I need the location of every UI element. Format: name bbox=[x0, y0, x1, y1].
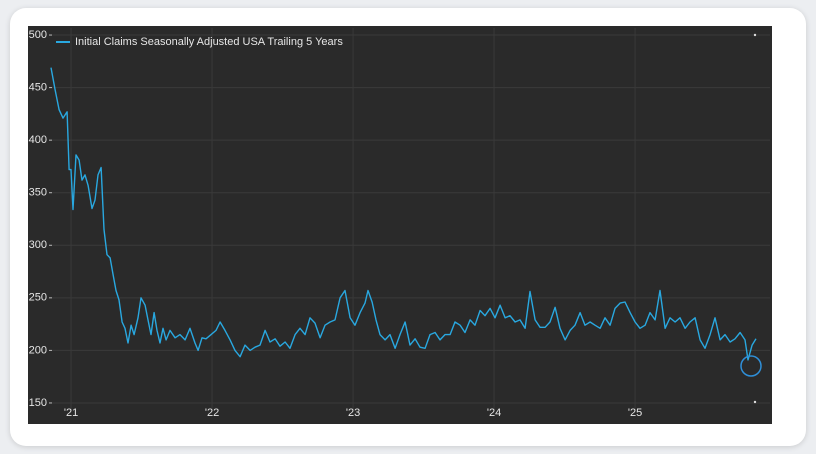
x-tick-label: '25 bbox=[628, 407, 642, 419]
x-tick-label: '23 bbox=[346, 407, 360, 419]
highlight-circle bbox=[740, 355, 762, 377]
y-tick-label: 300 bbox=[29, 239, 47, 251]
legend-label: Initial Claims Seasonally Adjusted USA T… bbox=[75, 36, 343, 48]
line bbox=[50, 67, 757, 361]
y-tick-label: 450 bbox=[29, 82, 47, 94]
y-tick-label: 250 bbox=[29, 292, 47, 304]
x-tick-label: '24 bbox=[487, 407, 501, 419]
corner-dot bbox=[753, 400, 757, 404]
y-tick-label: 150 bbox=[29, 397, 47, 409]
y-tick-label: 500 bbox=[29, 29, 47, 41]
y-tick-label: 400 bbox=[29, 134, 47, 146]
x-tick-label: '21 bbox=[64, 407, 78, 419]
corner-dot bbox=[753, 33, 757, 37]
y-tick-label: 200 bbox=[29, 344, 47, 356]
x-tick-label: '22 bbox=[205, 407, 219, 419]
y-tick-label: 350 bbox=[29, 187, 47, 199]
plot-background bbox=[28, 26, 772, 424]
